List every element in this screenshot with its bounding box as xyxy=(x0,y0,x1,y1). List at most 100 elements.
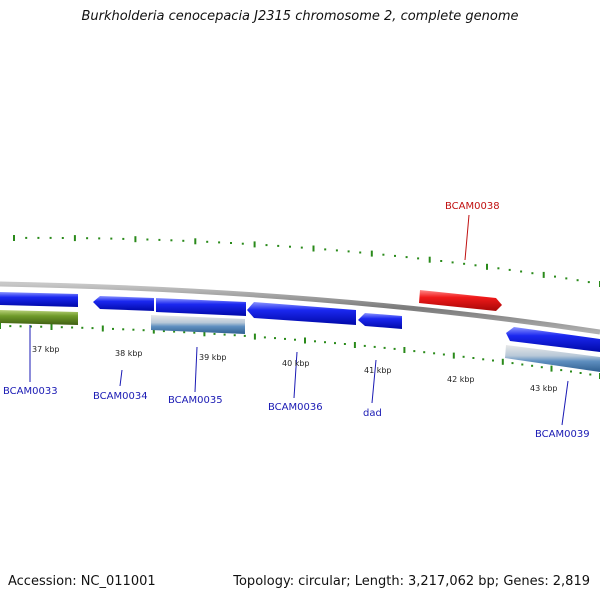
chromosome-backbone xyxy=(0,281,600,335)
outer-tick-33 xyxy=(405,256,408,259)
inner-tick-28 xyxy=(284,337,286,340)
scale-label-39kbp: 39 kbp xyxy=(199,353,227,362)
inner-tick-14 xyxy=(142,329,145,332)
outer-tick-2 xyxy=(37,236,40,239)
scale-label-38kbp: 38 kbp xyxy=(115,349,143,358)
inner-tick-33 xyxy=(334,342,336,345)
accession-label: Accession: xyxy=(8,574,77,589)
gene-bcam0036-arrow[interactable] xyxy=(247,302,356,325)
outer-tick-26 xyxy=(324,248,327,251)
gene-label-bcam0035[interactable]: BCAM0035 xyxy=(168,395,223,406)
inner-tick-35 xyxy=(353,342,356,348)
topology-label: Topology: xyxy=(233,574,295,589)
inner-tick-32 xyxy=(324,341,326,344)
inner-tick-58 xyxy=(579,372,582,374)
scale-label-42kbp: 42 kbp xyxy=(447,375,475,384)
map-title: Burkholderia cenocepacia J2315 chromosom… xyxy=(81,9,519,24)
outer-tick-49 xyxy=(587,281,590,284)
outer-tick-45 xyxy=(542,271,545,278)
inner-tick-21 xyxy=(213,332,216,335)
inner-tick-36 xyxy=(363,344,366,347)
gene-bcam0033-arrow[interactable] xyxy=(0,292,78,307)
label-leaders xyxy=(29,214,569,426)
outer-tick-11 xyxy=(146,238,149,241)
outer-tick-28 xyxy=(347,250,350,253)
outer-tick-15 xyxy=(194,238,197,245)
gene-bcam0038-arrow[interactable] xyxy=(419,290,502,311)
inner-tick-27 xyxy=(274,337,276,340)
gene-label-bcam0034[interactable]: BCAM0034 xyxy=(93,391,148,402)
inner-tick-9 xyxy=(91,327,94,330)
inner-tick-19 xyxy=(193,331,196,334)
gene-bcam0039-arrow[interactable] xyxy=(506,327,600,352)
inner-tick-47 xyxy=(472,357,475,359)
scale-label-40kbp: 40 kbp xyxy=(282,359,310,368)
inner-tick-30 xyxy=(304,337,306,344)
inner-tick-37 xyxy=(373,345,376,348)
outer-tick-36 xyxy=(440,260,443,262)
outer-tick-16 xyxy=(206,240,209,243)
inner-tick-55 xyxy=(550,365,553,372)
inner-tick-53 xyxy=(531,364,534,367)
inner-tick-12 xyxy=(122,328,125,331)
gene-label-bcam0036[interactable]: BCAM0036 xyxy=(268,402,323,413)
outer-tick-0 xyxy=(13,235,15,241)
outer-tick-10 xyxy=(134,236,137,243)
outer-tick-46 xyxy=(554,275,556,278)
outer-tick-23 xyxy=(289,245,291,248)
outer-tick-42 xyxy=(508,268,511,271)
inner-tick-8 xyxy=(81,326,84,329)
topology-value: circular xyxy=(298,574,347,589)
length-value: 3,217,062 bp xyxy=(407,574,495,589)
gene-bcam0035-steel-bar[interactable] xyxy=(151,315,245,334)
gene-bcam0033-green-bar[interactable] xyxy=(0,310,78,325)
inner-tick-1 xyxy=(9,325,12,328)
inner-tick-46 xyxy=(462,355,465,358)
gene-bcam0039-steel-bar[interactable] xyxy=(505,345,600,372)
gene-label-dad[interactable]: dad xyxy=(363,408,382,419)
outer-tick-17 xyxy=(218,241,221,244)
gene-bcam0035-arrow[interactable] xyxy=(156,298,246,316)
inner-tick-45 xyxy=(452,352,455,359)
inner-tick-52 xyxy=(521,363,524,366)
outer-tick-21 xyxy=(265,244,268,247)
inner-tick-40 xyxy=(403,347,406,353)
inner-tick-31 xyxy=(314,340,316,343)
inner-tick-13 xyxy=(132,328,135,331)
inner-tick-26 xyxy=(263,336,266,339)
inner-tick-15 xyxy=(152,327,155,334)
inner-tick-2 xyxy=(19,325,22,328)
scale-label-41kbp: 41 kbp xyxy=(364,366,392,375)
outer-tick-6 xyxy=(86,237,89,240)
genes-label: Genes: xyxy=(503,574,549,589)
outer-tick-12 xyxy=(158,238,161,241)
tick-row-inner xyxy=(0,323,600,379)
inner-tick-0 xyxy=(0,323,1,329)
outer-tick-3 xyxy=(49,236,52,239)
inner-tick-41 xyxy=(413,350,416,353)
inner-tick-48 xyxy=(482,358,485,361)
gene-label-bcam0033[interactable]: BCAM0033 xyxy=(3,386,58,397)
gene-bcam0034-arrow[interactable] xyxy=(93,296,154,311)
gene-label-bcam0039[interactable]: BCAM0039 xyxy=(535,429,590,440)
outer-tick-40 xyxy=(486,263,488,270)
inner-tick-4 xyxy=(40,325,43,328)
outer-tick-24 xyxy=(300,246,303,249)
inner-tick-23 xyxy=(233,334,236,337)
outer-tick-8 xyxy=(110,237,113,240)
inner-tick-25 xyxy=(253,333,256,340)
gene-dad-arrow[interactable] xyxy=(358,313,402,329)
gene-label-bcam0038[interactable]: BCAM0038 xyxy=(445,201,500,212)
inner-tick-11 xyxy=(112,327,114,330)
inner-tick-42 xyxy=(423,351,426,354)
outer-tick-22 xyxy=(277,244,280,247)
outer-tick-20 xyxy=(253,241,256,248)
inner-tick-10 xyxy=(101,325,104,332)
inner-tick-22 xyxy=(223,333,226,336)
inner-tick-29 xyxy=(294,338,296,341)
topology-footer: Topology: circular; Length: 3,217,062 bp; … xyxy=(233,574,590,589)
outer-tick-27 xyxy=(335,249,338,252)
inner-tick-38 xyxy=(383,346,386,349)
inner-tick-43 xyxy=(433,352,436,355)
